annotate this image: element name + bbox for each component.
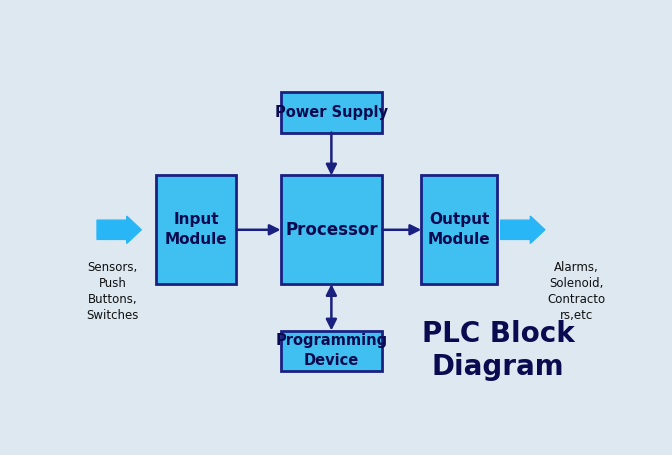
- Text: Output
Module: Output Module: [427, 212, 491, 247]
- FancyArrow shape: [501, 216, 545, 243]
- FancyBboxPatch shape: [421, 176, 497, 284]
- Text: Processor: Processor: [285, 221, 378, 239]
- Text: PLC Block
Diagram: PLC Block Diagram: [421, 320, 575, 381]
- Text: Programming
Device: Programming Device: [276, 333, 388, 368]
- FancyBboxPatch shape: [281, 176, 382, 284]
- FancyBboxPatch shape: [281, 92, 382, 132]
- Text: Input
Module: Input Module: [165, 212, 227, 247]
- Text: Alarms,
Solenoid,
Contracto
rs,etc: Alarms, Solenoid, Contracto rs,etc: [547, 261, 605, 322]
- Text: Sensors,
Push
Buttons,
Switches: Sensors, Push Buttons, Switches: [87, 261, 139, 322]
- FancyArrow shape: [97, 216, 141, 243]
- FancyBboxPatch shape: [156, 176, 237, 284]
- FancyBboxPatch shape: [281, 330, 382, 371]
- Text: Power Supply: Power Supply: [275, 105, 388, 120]
